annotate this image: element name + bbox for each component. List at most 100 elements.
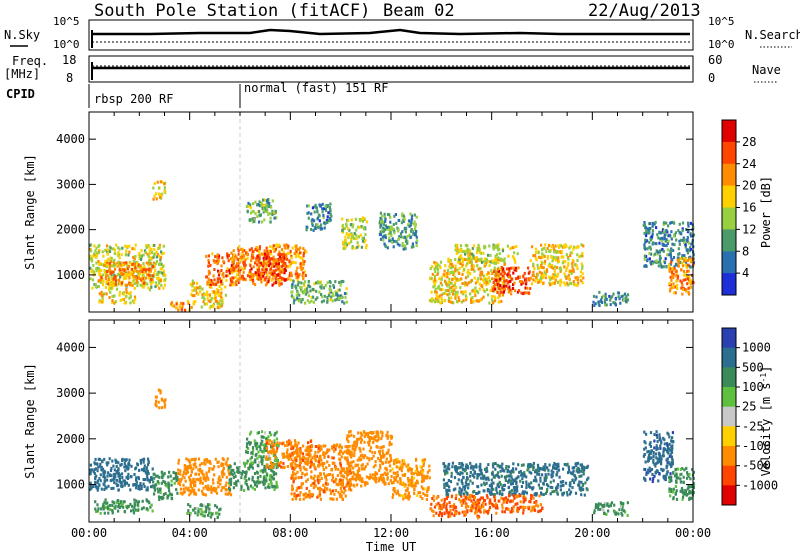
data-cell	[272, 273, 274, 276]
data-cell	[134, 247, 136, 250]
data-cell	[325, 476, 327, 479]
data-cell	[440, 297, 442, 300]
data-cell	[406, 235, 408, 238]
data-cell	[112, 500, 114, 503]
data-cell	[274, 432, 276, 435]
data-cell	[644, 232, 646, 235]
data-cell	[208, 278, 210, 281]
data-cell	[122, 506, 124, 509]
nsky-tick-top: 10^5	[53, 15, 80, 28]
data-cell	[250, 465, 252, 468]
data-cell	[315, 298, 317, 301]
data-cell	[121, 472, 123, 475]
data-cell	[535, 276, 537, 279]
data-cell	[321, 477, 323, 480]
data-cell	[302, 472, 304, 475]
data-cell	[136, 270, 138, 273]
data-cell	[471, 290, 473, 293]
data-cell	[136, 284, 138, 287]
data-cell	[156, 260, 158, 263]
data-cell	[373, 437, 375, 440]
data-cell	[111, 509, 113, 512]
data-cell	[281, 282, 283, 285]
data-cell	[92, 485, 94, 488]
data-cell	[513, 282, 515, 285]
data-cell	[179, 473, 181, 476]
data-cell	[324, 227, 326, 230]
data-cell	[184, 468, 186, 471]
data-cell	[361, 480, 363, 483]
data-cell	[121, 483, 123, 486]
data-cell	[319, 203, 321, 206]
data-cell	[103, 507, 105, 510]
data-cell	[504, 257, 506, 260]
data-cell	[111, 479, 113, 482]
data-cell	[281, 453, 283, 456]
data-cell	[357, 464, 359, 467]
data-cell	[154, 252, 156, 255]
data-cell	[368, 444, 370, 447]
data-cell	[288, 458, 290, 461]
data-cell	[195, 466, 197, 469]
data-cell	[465, 290, 467, 293]
data-cell	[336, 498, 338, 501]
data-cell	[266, 273, 268, 276]
data-cell	[159, 263, 161, 266]
data-cell	[447, 293, 449, 296]
data-cell	[375, 460, 377, 463]
data-cell	[125, 250, 127, 253]
data-cell	[269, 475, 271, 478]
data-cell	[134, 255, 136, 258]
data-cell	[346, 445, 348, 448]
data-cell	[236, 273, 238, 276]
data-cell	[434, 290, 436, 293]
data-cell	[167, 476, 169, 479]
data-cell	[328, 449, 330, 452]
data-cell	[125, 288, 127, 291]
data-cell	[163, 245, 165, 248]
data-cell	[120, 272, 122, 275]
data-cell	[345, 495, 347, 498]
data-cell	[559, 284, 561, 287]
data-cell	[291, 492, 293, 495]
data-cell	[150, 278, 152, 281]
data-cell	[186, 467, 188, 470]
data-cell	[386, 458, 388, 461]
data-cell	[252, 486, 254, 489]
data-cell	[91, 468, 93, 471]
data-cell	[335, 445, 337, 448]
data-cell	[643, 221, 645, 224]
data-cell	[532, 274, 534, 277]
data-cell	[158, 186, 160, 189]
data-cell	[124, 245, 126, 248]
data-cell	[247, 210, 249, 213]
data-cell	[509, 247, 511, 250]
colorbar-swatch	[722, 186, 736, 208]
data-cell	[448, 289, 450, 292]
data-cell	[677, 262, 679, 265]
data-cell	[612, 293, 614, 296]
data-cell	[346, 468, 348, 471]
data-cell	[158, 247, 160, 250]
data-cell	[121, 459, 123, 462]
data-cell	[376, 472, 378, 475]
data-cell	[191, 306, 193, 309]
data-cell	[247, 487, 249, 490]
data-cell	[151, 504, 153, 507]
data-cell	[295, 245, 297, 248]
data-cell	[132, 484, 134, 487]
data-cell	[524, 272, 526, 275]
data-cell	[298, 476, 300, 479]
data-cell	[233, 476, 235, 479]
data-cell	[384, 481, 386, 484]
data-cell	[522, 275, 524, 278]
data-cell	[530, 277, 532, 280]
data-cell	[226, 252, 228, 255]
data-cell	[486, 258, 488, 261]
data-cell	[164, 278, 166, 281]
data-cell	[270, 469, 272, 472]
data-cell	[327, 204, 329, 207]
data-cell	[260, 281, 262, 284]
data-cell	[512, 246, 514, 249]
